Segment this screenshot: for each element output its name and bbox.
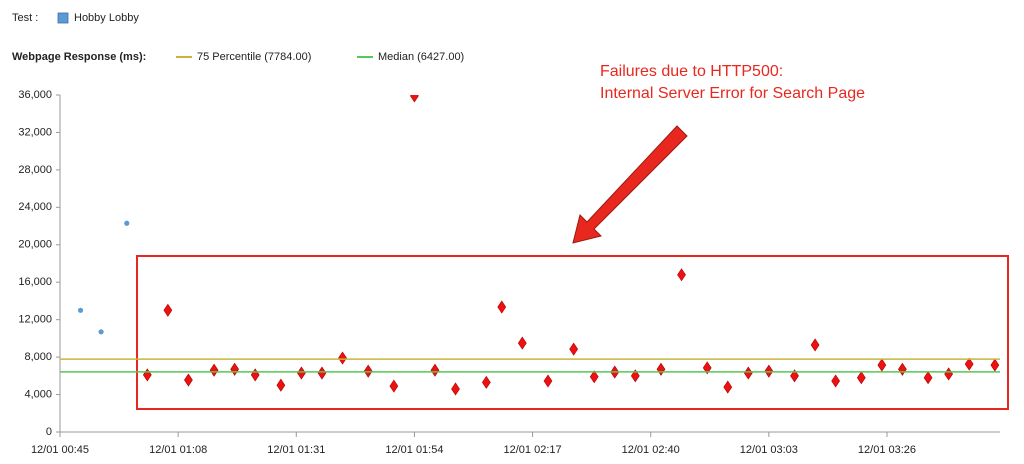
point xyxy=(944,367,953,381)
y-tick-label: 0 xyxy=(46,426,52,438)
y-tick-label: 36,000 xyxy=(18,89,52,101)
point xyxy=(297,366,306,380)
x-tick-label: 12/01 01:31 xyxy=(267,444,325,456)
test-label: Test : xyxy=(12,12,38,24)
x-tick-label: 12/01 03:03 xyxy=(740,444,798,456)
y-tick-label: 12,000 xyxy=(18,314,52,326)
point xyxy=(250,368,260,382)
y-tick-label: 24,000 xyxy=(18,201,52,213)
point xyxy=(677,268,686,282)
y-tick-label: 4,000 xyxy=(24,388,52,400)
point xyxy=(124,220,130,226)
y-tick-label: 28,000 xyxy=(18,164,52,176)
point xyxy=(317,366,327,380)
point xyxy=(230,362,240,376)
y-tick-label: 32,000 xyxy=(18,126,52,138)
point xyxy=(810,338,820,352)
point xyxy=(163,303,173,317)
x-tick-label: 12/01 02:17 xyxy=(504,444,562,456)
point xyxy=(481,375,491,389)
point xyxy=(656,362,666,376)
point xyxy=(497,300,507,314)
point xyxy=(702,361,712,375)
point xyxy=(898,362,907,376)
highlight-box xyxy=(136,255,1009,410)
x-tick-label: 12/01 01:54 xyxy=(385,444,443,456)
x-tick-label: 12/01 02:40 xyxy=(622,444,680,456)
point xyxy=(430,363,440,377)
point xyxy=(184,373,193,387)
point xyxy=(276,378,286,392)
point xyxy=(569,342,579,356)
point xyxy=(990,358,1000,372)
point xyxy=(451,382,460,396)
y-tick-label: 20,000 xyxy=(18,239,52,251)
point xyxy=(517,336,527,350)
point xyxy=(338,351,347,365)
plot-area xyxy=(77,95,1000,396)
point xyxy=(410,95,419,103)
point xyxy=(856,371,866,385)
point xyxy=(877,358,887,372)
point xyxy=(964,357,974,371)
annotation-arrow xyxy=(572,125,688,244)
point xyxy=(923,371,933,385)
annotation: Internal Server Error for Search Page xyxy=(600,85,865,102)
legend-swatch xyxy=(57,12,69,24)
legend-label: Hobby Lobby xyxy=(74,12,139,24)
point xyxy=(142,368,152,382)
legend-label: Median (6427.00) xyxy=(378,51,464,63)
y-tick-label: 16,000 xyxy=(18,276,52,288)
legend-label: 75 Percentile (7784.00) xyxy=(197,51,311,63)
point xyxy=(543,374,553,388)
point xyxy=(723,380,733,394)
point xyxy=(790,369,799,383)
point xyxy=(630,369,640,383)
point xyxy=(389,379,399,393)
x-tick-label: 12/01 01:08 xyxy=(149,444,207,456)
point xyxy=(831,374,840,388)
legend-title: Webpage Response (ms): xyxy=(12,51,146,63)
point xyxy=(77,307,84,313)
point xyxy=(98,329,104,335)
point xyxy=(209,363,219,377)
x-tick-label: 12/01 00:45 xyxy=(31,444,89,456)
y-tick-label: 8,000 xyxy=(24,351,52,363)
annotation: Failures due to HTTP500: xyxy=(600,63,783,80)
point xyxy=(589,370,599,384)
point xyxy=(743,366,753,380)
x-tick-label: 12/01 03:26 xyxy=(858,444,916,456)
